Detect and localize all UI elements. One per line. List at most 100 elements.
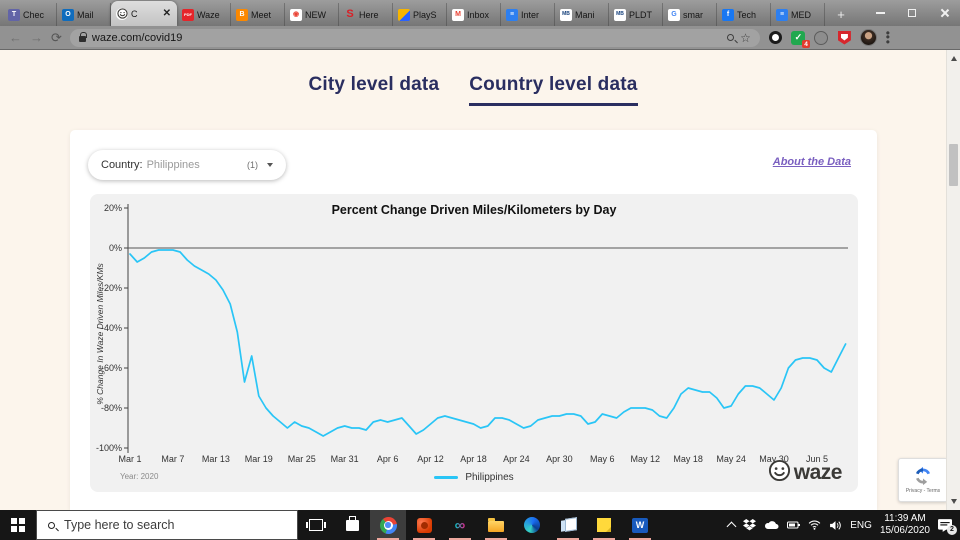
check-icon: ✓ [791,30,806,45]
browser-tab[interactable]: PDF Waze [177,3,231,26]
browser-tab[interactable]: T Chec [3,3,57,26]
scroll-up-icon[interactable] [951,56,957,61]
address-bar[interactable]: waze.com/covid19 ☆ [69,28,760,47]
url-text[interactable]: waze.com/covid19 [91,31,183,44]
outlook-icon: O [62,8,74,21]
start-button[interactable] [0,510,36,540]
browser-tab[interactable]: O Mail [57,3,111,26]
recaptcha-note: Privacy - Terms [905,488,941,494]
browser-tab[interactable]: PlayS [393,3,447,26]
zoom-icon[interactable] [727,34,735,41]
wifi-icon[interactable] [808,520,821,530]
mb-icon: MB [560,8,572,21]
waze-logo: waze [768,459,843,487]
tab-label: Mail [77,9,94,20]
legend-label: Philippines [465,472,514,483]
bookmark-star-icon[interactable]: ☆ [740,30,751,45]
chart-legend[interactable]: Philippines [90,472,858,483]
browser-tab-active[interactable]: C ✕ [111,1,177,26]
tab-close-icon[interactable]: ✕ [162,8,171,19]
new-tab-button[interactable]: + [837,6,845,22]
dropbox-icon[interactable] [743,519,757,531]
extension-check-icon[interactable]: ✓ 4 [791,30,810,48]
close-button[interactable] [928,0,960,26]
country-dropdown[interactable]: Country: Philippines (1) [88,150,286,180]
store-button[interactable] [334,510,370,540]
search-input[interactable] [64,518,264,532]
chrome-icon [379,516,397,534]
word-button[interactable]: W [622,510,658,540]
edge-button[interactable] [514,510,550,540]
language-indicator[interactable]: ENG [850,519,872,531]
google-icon: G [668,8,680,21]
taskbar-search[interactable] [36,510,298,540]
reload-icon[interactable]: ⟳ [51,30,62,45]
page-scrollbar[interactable] [946,50,960,510]
browser-tab[interactable]: ◉ NEW [285,3,339,26]
svg-text:Mar 7: Mar 7 [161,454,184,464]
chrome-button[interactable] [370,510,406,540]
minimize-button[interactable] [864,0,896,26]
onedrive-cloud-icon[interactable] [764,520,779,530]
browser-tab[interactable]: MB PLDT [609,3,663,26]
tab-strip: T Chec O Mail C ✕ PDF Waze B Meet ◉ NEW S Here PlayS M I… [3,1,853,26]
sticky-notes-icon [597,518,611,532]
tab-label: Here [359,9,379,20]
browser-tab-bar: T Chec O Mail C ✕ PDF Waze B Meet ◉ NEW S Here PlayS M I… [0,0,960,26]
folder-icon [488,518,504,532]
action-center-button[interactable]: 2 [938,518,957,535]
extension-gray-icon[interactable] [814,30,829,45]
scroll-down-icon[interactable] [951,499,957,504]
tab-city-level-data[interactable]: City level data [308,74,440,95]
tab-label: Tech [737,9,757,20]
restore-button[interactable] [896,0,928,26]
svg-text:20%: 20% [104,203,122,213]
battery-icon[interactable] [787,520,801,530]
task-view-button[interactable] [298,510,334,540]
sticky-notes-button[interactable] [586,510,622,540]
about-the-data-link[interactable]: About the Data [772,156,851,168]
svg-text:Mar 31: Mar 31 [331,454,359,464]
scrollbar-thumb[interactable] [949,144,958,186]
file-explorer-button[interactable] [478,510,514,540]
tab-label: Inbox [467,9,490,20]
browser-tab[interactable]: S Here [339,3,393,26]
back-icon[interactable]: ← [9,30,22,45]
adblock-icon [768,31,782,44]
infinity-icon: ∞ [454,516,466,534]
office-button[interactable] [406,510,442,540]
svg-text:Mar 13: Mar 13 [202,454,230,464]
clock-date: 15/06/2020 [879,525,930,536]
volume-icon[interactable] [829,520,842,531]
recaptcha-badge[interactable]: Privacy - Terms [898,458,948,502]
tray-chevron-up-icon[interactable] [726,521,737,532]
browser-tab[interactable]: ≡ MED [771,3,825,26]
tab-label: Inter [521,9,540,20]
extension-icon[interactable] [768,30,783,45]
extension-shield-icon[interactable] [837,30,852,45]
browser-tab[interactable]: MB Mani [555,3,609,26]
browser-menu-icon[interactable]: • • • [885,26,890,49]
circle-icon [814,30,829,45]
tab-label: smar [683,9,703,20]
svg-text:% Change In Waze Driven Miles/: % Change In Waze Driven Miles/KMs [95,262,105,404]
browser-tab[interactable]: B Meet [231,3,285,26]
browser-tab[interactable]: ≡ Inter [501,3,555,26]
svg-text:Mar 1: Mar 1 [118,454,141,464]
loom-button[interactable]: ∞ [442,510,478,540]
snip-button[interactable] [550,510,586,540]
forward-icon[interactable]: → [30,30,43,45]
taskbar-clock[interactable]: 11:39 AM 15/06/2020 [880,513,930,538]
clock-time: 11:39 AM [884,512,926,524]
notification-badge: 2 [947,524,957,535]
tab-country-level-data[interactable]: Country level data [469,74,638,106]
profile-avatar[interactable] [859,29,877,46]
svg-text:Apr 18: Apr 18 [460,454,487,464]
edge-icon [524,517,540,533]
browser-tab[interactable]: M Inbox [447,3,501,26]
browser-tab[interactable]: f Tech [717,3,771,26]
line-chart: 20% 0% -20% -40% -60% -80% -100%Mar 1 Mar 7 Mar … [95,203,848,464]
waze-logo-text: waze [793,461,843,484]
